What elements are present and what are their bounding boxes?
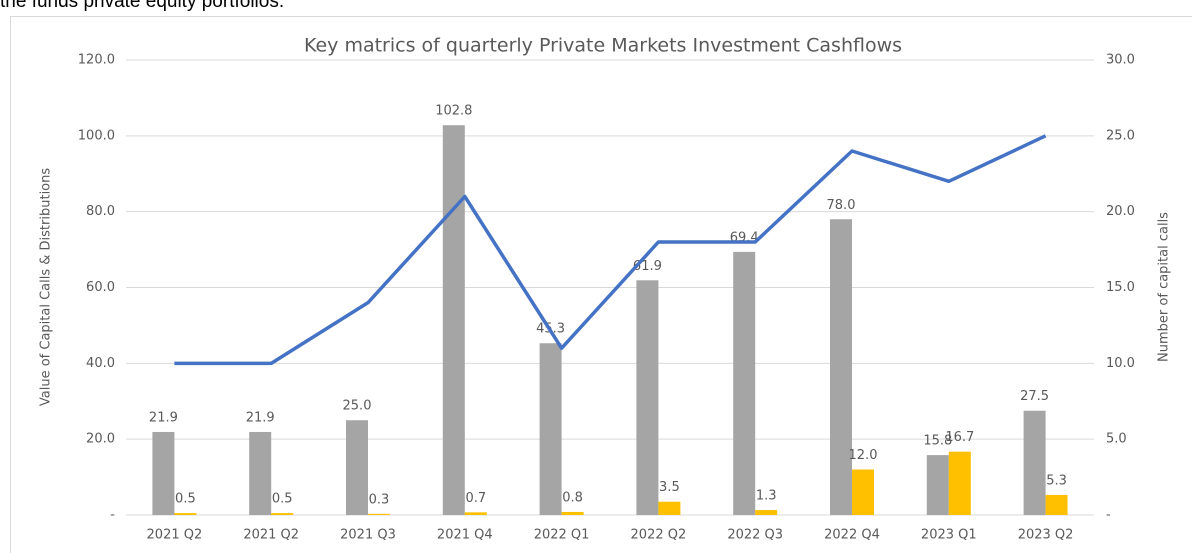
- bar: [636, 280, 659, 515]
- data-label: 25.0: [343, 399, 372, 414]
- x-tick-label: 2021 Q3: [340, 528, 396, 543]
- data-label: 16.7: [945, 430, 974, 445]
- bar: [733, 251, 756, 515]
- data-label: 12.0: [849, 448, 878, 463]
- bar: [1045, 494, 1068, 515]
- y2-tick-label: 20.0: [1106, 204, 1135, 219]
- bar: [948, 451, 971, 515]
- y2-tick-label: -: [1106, 508, 1111, 523]
- x-tick-label: 2022 Q1: [534, 528, 590, 543]
- bar: [1023, 410, 1046, 515]
- data-label: 0.5: [272, 492, 293, 507]
- data-label: 27.5: [1020, 389, 1049, 404]
- bar: [852, 469, 874, 515]
- data-label: 78.0: [827, 198, 856, 213]
- y2-tick-label: 5.0: [1106, 432, 1127, 447]
- data-label: 1.3: [756, 489, 777, 504]
- x-tick-label: 2022 Q3: [727, 528, 783, 543]
- x-tick-label: 2021 Q2: [243, 528, 299, 543]
- data-label: 0.3: [369, 492, 390, 507]
- data-label: 0.8: [562, 490, 583, 505]
- y2-tick-label: 25.0: [1106, 128, 1135, 143]
- y-tick-label: -: [110, 508, 115, 523]
- bar: [368, 513, 390, 515]
- chart-title: Key matrics of quarterly Private Markets…: [304, 35, 902, 57]
- bar: [464, 512, 487, 515]
- x-tick-label: 2022 Q4: [824, 528, 880, 543]
- bar: [152, 431, 175, 515]
- data-label: 21.9: [149, 410, 178, 425]
- y-tick-label: 100.0: [78, 128, 115, 143]
- data-label: 102.8: [435, 104, 472, 119]
- y-tick-label: 80.0: [86, 204, 115, 219]
- y2-tick-label: 15.0: [1106, 280, 1135, 295]
- x-tick-label: 2021 Q2: [147, 528, 203, 543]
- y-axis-label: Value of Capital Calls & Distributions: [39, 168, 54, 406]
- data-label: 21.9: [246, 410, 275, 425]
- bar: [346, 420, 368, 515]
- x-tick-label: 2022 Q2: [631, 528, 687, 543]
- y-tick-label: 40.0: [86, 356, 115, 371]
- caption: the funds private equity portfolios.: [0, 0, 284, 12]
- data-label: 15.8: [923, 434, 952, 449]
- data-label: 0.7: [465, 491, 486, 506]
- bar: [271, 513, 294, 515]
- bar: [442, 125, 465, 515]
- bar: [174, 513, 197, 515]
- data-label: 3.5: [659, 480, 680, 495]
- bar: [755, 510, 778, 515]
- bar: [926, 455, 949, 515]
- y2-tick-label: 30.0: [1106, 53, 1135, 68]
- bar: [539, 343, 562, 515]
- bar: [830, 219, 852, 515]
- y2-tick-label: 10.0: [1106, 356, 1135, 371]
- x-tick-label: 2023 Q2: [1018, 528, 1074, 543]
- y-tick-label: 20.0: [86, 432, 115, 447]
- y-tick-label: 60.0: [86, 280, 115, 295]
- data-label: 0.5: [175, 492, 196, 507]
- x-tick-label: 2021 Q4: [437, 528, 493, 543]
- bar: [249, 431, 272, 515]
- y-tick-label: 120.0: [78, 53, 115, 68]
- chart-border: [10, 16, 1192, 553]
- bar: [658, 501, 681, 515]
- y2-axis-label: Number of capital calls: [1157, 212, 1172, 362]
- bar: [561, 511, 584, 515]
- x-tick-label: 2023 Q1: [921, 528, 977, 543]
- data-label: 5.3: [1046, 473, 1067, 488]
- line: [174, 134, 1047, 366]
